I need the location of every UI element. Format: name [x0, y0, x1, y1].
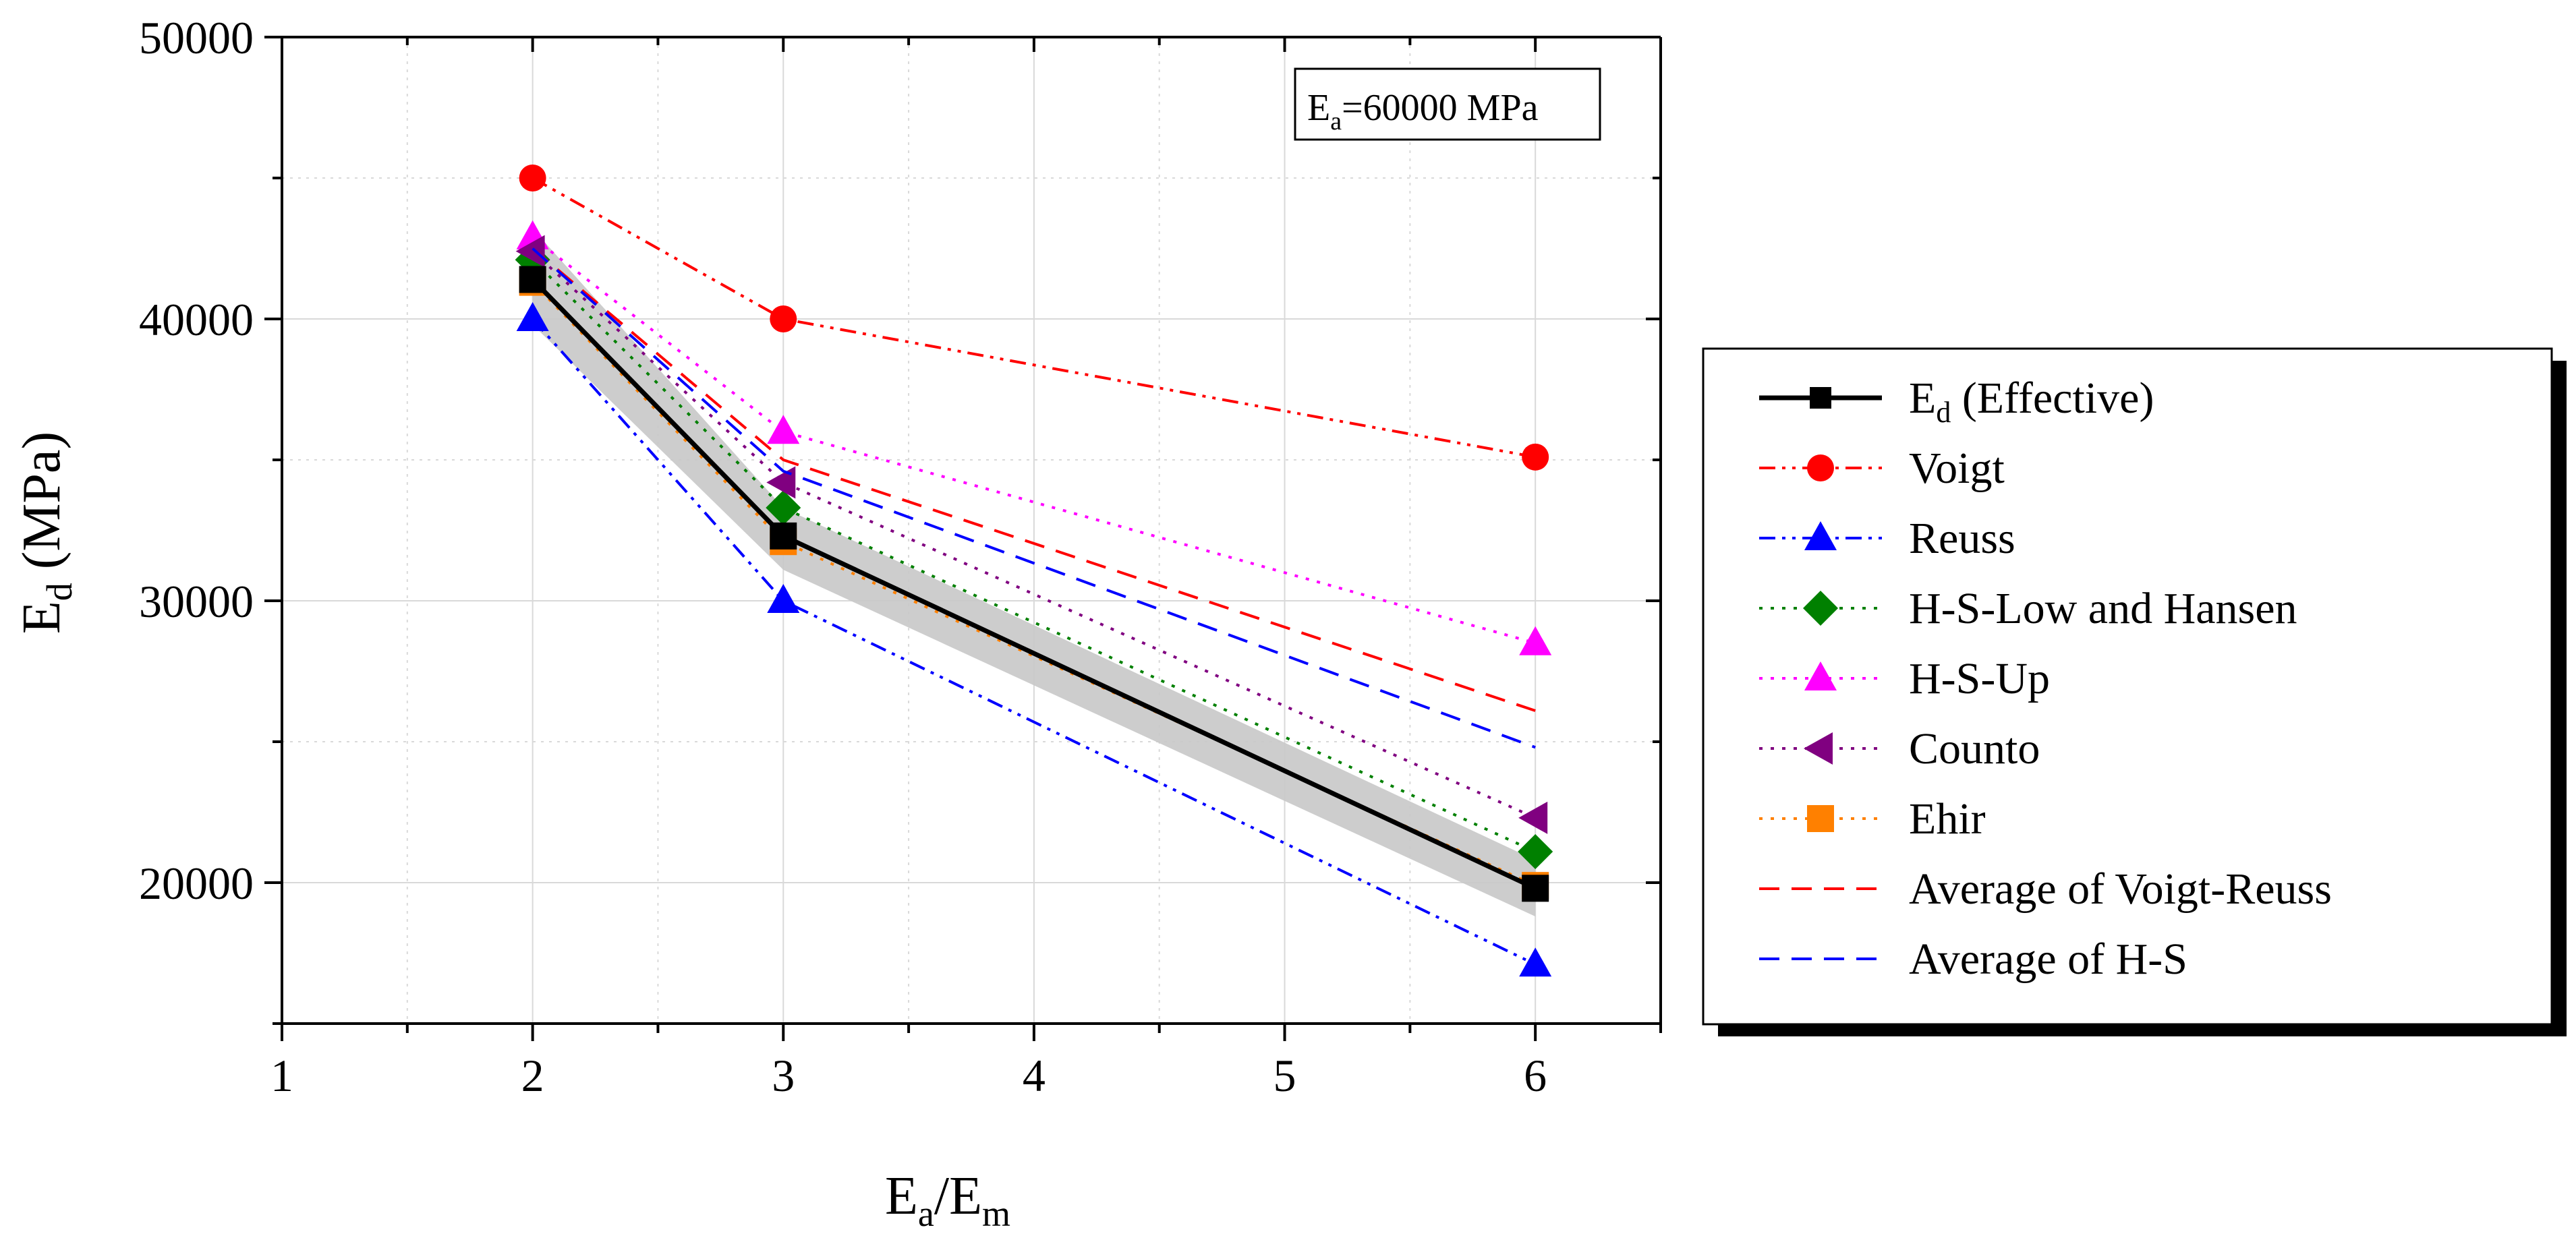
series-7	[532, 247, 1536, 712]
series-2	[516, 302, 1552, 977]
legend-entry-2: Reuss	[1759, 514, 2015, 563]
legend-marker	[1807, 805, 1834, 832]
legend-marker	[1807, 454, 1834, 481]
data-point	[770, 305, 797, 332]
legend-label: H-S-Up	[1909, 654, 2050, 703]
data-point	[1522, 443, 1549, 471]
series-layer	[515, 165, 1553, 977]
data-point	[515, 235, 545, 268]
x-axis-title: Ea/Em	[885, 1167, 1010, 1234]
y-tick-label: 50000	[139, 12, 254, 63]
series-line	[532, 258, 1537, 853]
legend-frame	[1702, 347, 2553, 1026]
data-point	[767, 584, 800, 613]
series-0	[519, 266, 1549, 902]
axis-ticks	[264, 36, 1662, 1041]
legend-entry-1: Voigt	[1759, 444, 2005, 493]
annotation-frame	[1294, 67, 1601, 141]
x-tick-label: 4	[1023, 1050, 1046, 1101]
data-point	[770, 522, 797, 550]
data-point	[767, 415, 800, 444]
legend-marker	[1804, 661, 1837, 690]
legend-entry-8: Average of H-S	[1759, 935, 2187, 984]
data-point	[1518, 834, 1553, 870]
legend-label: Reuss	[1909, 514, 2015, 563]
series-4	[516, 220, 1552, 655]
legend-entry-5: Counto	[1759, 724, 2040, 773]
series-line	[532, 247, 1536, 712]
data-point	[1519, 947, 1552, 977]
legend-marker	[1804, 732, 1833, 765]
legend-marker	[1810, 387, 1831, 409]
annotation-label: Ea=60000 MPa	[1307, 87, 1539, 136]
legend-marker	[1804, 521, 1837, 550]
x-tick-label: 3	[772, 1050, 795, 1101]
legend-label: Ehir	[1909, 794, 1986, 844]
legend-marker	[1803, 591, 1838, 626]
plot-area: 1 2 3 4 5 6 20000 30000 40000 50000	[139, 12, 1662, 1101]
legend-label: Average of H-S	[1909, 935, 2187, 984]
data-point	[519, 266, 546, 293]
confidence-band-layer	[532, 229, 1536, 917]
legend-entry-4: H-S-Up	[1759, 654, 2050, 703]
data-point	[1519, 626, 1552, 655]
x-tick-label: 5	[1273, 1050, 1296, 1101]
legend-entry-7: Average of Voigt-Reuss	[1759, 864, 2332, 914]
legend-entries: Ed (Effective) Voigt Reuss H-S-Low and Hans…	[1759, 374, 2332, 984]
legend-label: Average of Voigt-Reuss	[1909, 864, 2332, 914]
axis-tick-labels: 1 2 3 4 5 6 20000 30000 40000 50000	[139, 12, 1547, 1101]
x-tick-label: 6	[1524, 1050, 1547, 1101]
series-line	[532, 177, 1536, 459]
legend-entry-0: Ed (Effective)	[1759, 374, 2154, 429]
annotation-box: Ea=60000 MPa	[1294, 67, 1601, 141]
legend-label: Counto	[1909, 724, 2040, 773]
x-tick-label: 1	[270, 1050, 293, 1101]
y-tick-label: 40000	[139, 294, 254, 345]
data-point	[519, 165, 546, 191]
data-point	[1522, 875, 1549, 902]
series-line	[532, 247, 1536, 749]
series-8	[532, 247, 1536, 749]
series-1	[519, 165, 1549, 471]
x-tick-label: 2	[521, 1050, 544, 1101]
data-point	[1518, 801, 1548, 834]
legend-label: Ed (Effective)	[1909, 374, 2154, 429]
y-axis-title: Ed (MPa)	[12, 432, 80, 634]
legend-entry-6: Ehir	[1759, 794, 1986, 844]
legend-label: Voigt	[1909, 444, 2005, 493]
series-line	[532, 236, 1536, 645]
confidence-band	[532, 229, 1536, 917]
legend-label: H-S-Low and Hansen	[1909, 584, 2297, 633]
y-tick-label: 20000	[139, 858, 254, 909]
data-point	[516, 302, 549, 331]
data-point	[766, 490, 801, 526]
plot-frame	[281, 36, 1662, 1025]
y-tick-label: 30000	[139, 576, 254, 627]
legend: Ed (Effective) Voigt Reuss H-S-Low and Hans…	[1702, 347, 2567, 1036]
legend-entry-3: H-S-Low and Hansen	[1759, 584, 2297, 633]
